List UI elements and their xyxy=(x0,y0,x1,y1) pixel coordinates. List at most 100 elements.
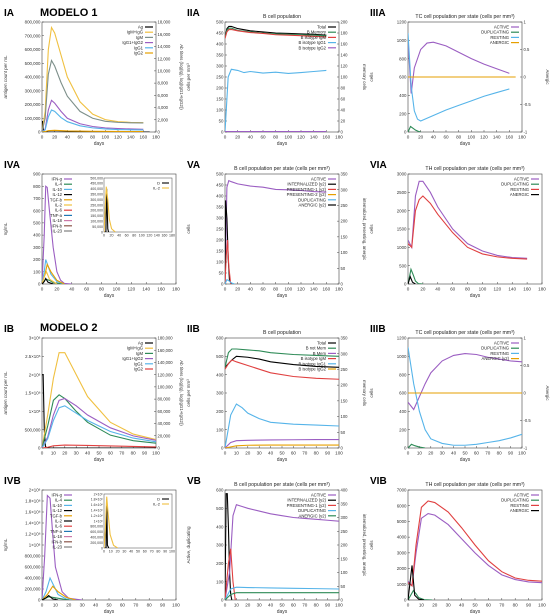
x-tick-label-ib: 40 xyxy=(85,451,91,456)
legend-label-iib: B isotype IgG1 xyxy=(299,361,327,366)
y-tick-label-vb: 100 xyxy=(216,579,224,584)
y-tick-label-iiia: 800 xyxy=(399,56,407,61)
x-tick-label-iiia: 180 xyxy=(518,135,526,140)
x-tick-label-ib: 30 xyxy=(74,451,80,456)
y-tick-label-ib: 500,000 xyxy=(25,427,41,432)
y-tick-label-iva: 0 xyxy=(38,282,41,287)
chart-title-via: TH cell population per state (cells per … xyxy=(425,166,524,172)
y2-tick-label-ib: 0 xyxy=(158,446,161,451)
inset-x-tick-label-ivb: 70 xyxy=(150,550,154,554)
inset-x-tick-label-ivb: 30 xyxy=(122,550,126,554)
chart-title-vb: B cell population per state (cells per m… xyxy=(234,482,330,488)
iia-series-total xyxy=(225,25,327,38)
x-tick-label-va: 140 xyxy=(310,287,318,292)
x-tick-label-vb: 30 xyxy=(257,603,263,608)
y2-tick-label-vb: 100 xyxy=(341,570,349,575)
via-series-resting xyxy=(408,195,528,260)
y-tick-label-ib: 1.5×10⁶ xyxy=(25,391,41,396)
x-tick-label-iiib: 70 xyxy=(485,451,491,456)
inset-x-tick-label-ivb: 80 xyxy=(156,550,160,554)
inset-y-tick-label-ivb: 0 xyxy=(101,546,103,550)
y-tick-label-va: 400 xyxy=(216,194,224,199)
legend-label-iva: TNF-a xyxy=(50,213,63,218)
y-tick-label-iiia: 200 xyxy=(399,111,407,116)
y-tick-label-iiia: 1200 xyxy=(397,20,407,25)
x-tick-label-via: 40 xyxy=(435,287,441,292)
y2-tick-label-iib: 350 xyxy=(341,336,349,341)
legend-label-ib: Ag xyxy=(138,341,144,346)
x-tick-label-vib: 20 xyxy=(432,603,438,608)
legend-label-ia: Ag xyxy=(138,25,144,30)
vb-series-active xyxy=(225,503,339,600)
legend-label-ivb: IFN-b xyxy=(52,539,63,544)
y-tick-label-via: 3000 xyxy=(397,172,407,177)
inset-x-tick-label-iva: 180 xyxy=(169,234,175,238)
panel-label-iiib: IIIB xyxy=(370,324,386,335)
x-tick-label-va: 120 xyxy=(297,287,305,292)
x-axis-label-ib: days xyxy=(94,457,105,463)
y2-tick-label-iiia: 0 xyxy=(524,75,527,80)
y-axis-label-ib: antigen count per mL xyxy=(3,371,8,415)
plot-frame-iva xyxy=(41,173,177,285)
y-tick-label-vib: 5000 xyxy=(397,519,407,524)
y-tick-label-iva: 800 xyxy=(33,184,41,189)
x-tick-label-ib: 80 xyxy=(131,451,137,456)
inset-x-tick-label-iva: 100 xyxy=(139,234,145,238)
panel-iib: IIB B cell population 0 10 20 30 40 50 60 70 80 90 1… xyxy=(186,324,367,463)
y-tick-label-via: 1500 xyxy=(397,227,407,232)
inset-y-tick-label-ivb: 200,000 xyxy=(90,541,103,545)
inset-y-tick-label-iva: 0 xyxy=(101,230,103,234)
y-tick-label-ia: 800,000 xyxy=(25,20,41,25)
model-1-label: MODELO 1 xyxy=(40,7,97,19)
legend-label-vib: RESTING xyxy=(510,503,529,508)
ivb-series-tgf-b xyxy=(42,585,76,600)
chart-title-vib: TH cell population per state (cells per … xyxy=(425,482,524,488)
x-tick-label-ib: 20 xyxy=(62,451,68,456)
legend-label-iiia: DUPLICATING xyxy=(481,30,509,35)
y-axis-label-via: cells xyxy=(369,224,374,234)
x-tick-label-vb: 40 xyxy=(268,603,274,608)
legend-label-iva: IL-2 xyxy=(55,203,63,208)
y-tick-label-iva: 900 xyxy=(33,172,41,177)
y-tick-label-iib: 400 xyxy=(216,372,224,377)
x-tick-label-vb: 80 xyxy=(314,603,320,608)
panel-ia: IA 0 20 40 60 80 100 120 140 160 180 days 0 100,000 20… xyxy=(3,8,184,147)
x-tick-label-va: 160 xyxy=(322,287,330,292)
y-tick-label-iia: 500 xyxy=(216,20,224,25)
y-tick-label-ivb: 1×10⁶ xyxy=(29,543,41,548)
y2-axis-label-ib: Ab titers (log(Ig), log(IgG1+IgG2)) xyxy=(179,360,184,426)
y-tick-label-vib: 3000 xyxy=(397,550,407,555)
y2-tick-label-va: 350 xyxy=(341,172,349,177)
x-tick-label-via: 60 xyxy=(450,287,456,292)
x-tick-label-iiib: 90 xyxy=(508,451,514,456)
x-tick-label-vib: 50 xyxy=(472,603,478,608)
inset-x-tick-label-iva: 120 xyxy=(146,234,152,238)
y-tick-label-ib: 2×10⁶ xyxy=(29,372,41,377)
panel-label-iiia: IIIA xyxy=(370,8,386,19)
x-tick-label-vb: 70 xyxy=(302,603,308,608)
y-tick-label-vib: 1000 xyxy=(397,582,407,587)
x-tick-label-va: 80 xyxy=(273,287,279,292)
y-tick-label-ivb: 400,000 xyxy=(25,576,41,581)
x-tick-label-ivb: 90 xyxy=(160,603,166,608)
inset-legend-label-ivb: IL-2 xyxy=(153,501,161,506)
panel-label-iia: IIA xyxy=(187,8,200,19)
y-tick-label-iia: 350 xyxy=(216,53,224,58)
y2-tick-label-iib: 300 xyxy=(341,351,349,356)
y-tick-label-vb: 500 xyxy=(216,506,224,511)
x-tick-label-via: 100 xyxy=(479,287,487,292)
y2-tick-label-ib: 100,000 xyxy=(158,384,174,389)
x-tick-label-iiib: 20 xyxy=(428,451,434,456)
x-tick-label-vb: 10 xyxy=(234,603,240,608)
y2-tick-label-va: 100 xyxy=(341,250,349,255)
legend-label-iia: B isotype IgG1 xyxy=(299,40,327,45)
x-tick-label-ib: 50 xyxy=(96,451,102,456)
x-tick-label-vib: 10 xyxy=(419,603,425,608)
ib-series-igm-igg xyxy=(42,352,156,448)
x-tick-label-iiia: 60 xyxy=(443,135,449,140)
legend-label-ia: IgM xyxy=(136,35,143,40)
x-tick-label-iva: 160 xyxy=(157,287,165,292)
y-tick-label-ia: 200,000 xyxy=(25,102,41,107)
